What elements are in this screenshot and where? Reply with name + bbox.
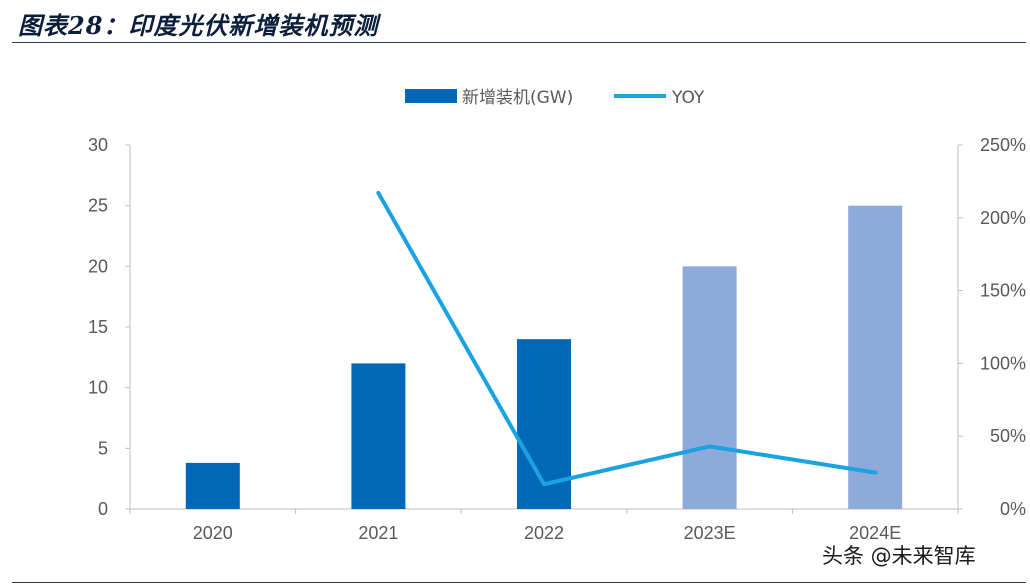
bar bbox=[351, 363, 406, 509]
x-tick-label: 2021 bbox=[358, 523, 398, 543]
yoy-point bbox=[376, 191, 381, 196]
title-divider bbox=[12, 42, 1026, 43]
bar bbox=[848, 205, 903, 509]
y-left-tick-label: 30 bbox=[88, 135, 108, 155]
y-right-tick-label: 250% bbox=[980, 135, 1026, 155]
y-left-tick-label: 10 bbox=[88, 378, 108, 398]
legend-line-label: YOY bbox=[671, 88, 705, 108]
x-tick-label: 2023E bbox=[684, 523, 736, 543]
y-left-tick-label: 25 bbox=[88, 196, 108, 216]
yoy-line bbox=[376, 191, 878, 487]
x-tick-label: 2022 bbox=[524, 523, 564, 543]
y-right-tick-label: 50% bbox=[990, 426, 1026, 446]
legend-bar-swatch bbox=[405, 89, 457, 103]
y-right-tick-label: 150% bbox=[980, 281, 1026, 301]
yoy-point bbox=[873, 470, 878, 475]
bottom-divider bbox=[12, 582, 1026, 583]
yoy-point bbox=[542, 482, 546, 487]
y-right-tick-label: 200% bbox=[980, 208, 1026, 228]
bar bbox=[682, 266, 737, 509]
legend: 新增装机(GW) YOY bbox=[405, 88, 705, 108]
y-left-tick-label: 15 bbox=[88, 317, 108, 337]
x-tick-label: 2020 bbox=[193, 523, 233, 543]
bar bbox=[185, 462, 240, 509]
legend-bar-label: 新增装机(GW) bbox=[462, 88, 573, 108]
watermark: 头条 @未来智库 bbox=[822, 544, 976, 568]
y-left-tick-label: 5 bbox=[98, 438, 108, 458]
y-left-tick-label: 20 bbox=[88, 256, 108, 276]
y-left-tick-label: 0 bbox=[98, 499, 108, 519]
chart-title: 图表28：印度光伏新增装机预测 bbox=[18, 11, 379, 40]
y-right-tick-label: 100% bbox=[980, 353, 1026, 373]
x-tick-label: 2024E bbox=[849, 523, 901, 543]
y-right-tick-label: 0% bbox=[1000, 499, 1026, 519]
yoy-point bbox=[707, 444, 712, 449]
